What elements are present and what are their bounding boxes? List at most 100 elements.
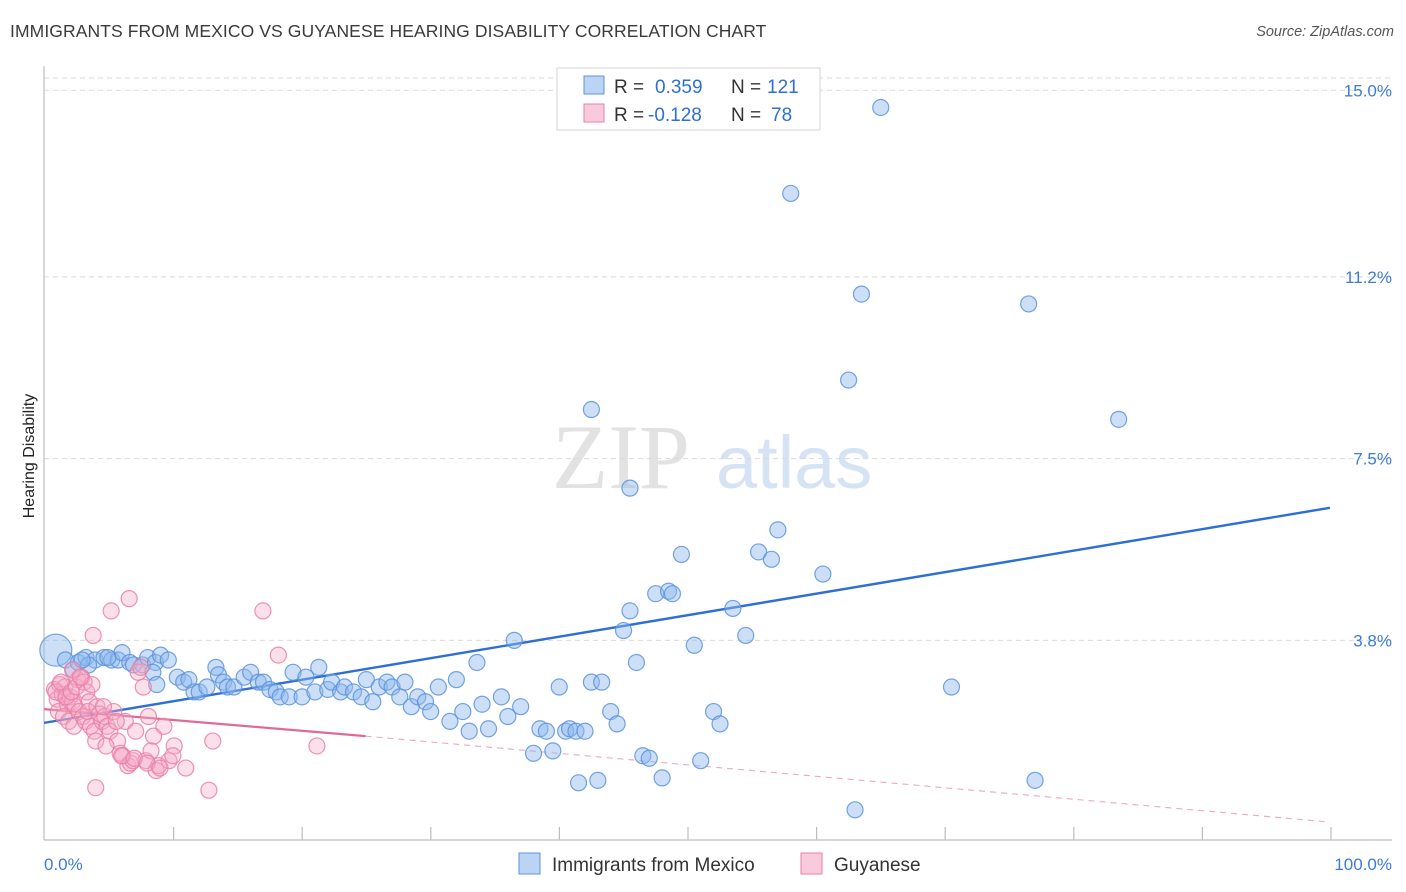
guyanese-point xyxy=(134,678,152,696)
mexico-point xyxy=(614,621,633,640)
mexico-point xyxy=(447,671,465,689)
mexico-point xyxy=(429,678,447,696)
mexico-point xyxy=(762,550,781,568)
mexico-point xyxy=(293,688,311,706)
mexico-point xyxy=(297,668,315,686)
mexico-point xyxy=(653,769,671,787)
mexico-point xyxy=(672,545,691,564)
guyanese-point xyxy=(107,712,125,731)
mexico-point xyxy=(454,702,472,721)
mexico-point xyxy=(39,633,73,667)
mexico-point xyxy=(422,702,440,721)
guyanese-point xyxy=(120,590,138,608)
mexico-point xyxy=(576,722,594,740)
guyanese-point xyxy=(94,698,113,716)
mexico-point xyxy=(814,565,832,583)
guyanese-point xyxy=(126,722,145,740)
chart-title: IMMIGRANTS FROM MEXICO VS GUYANESE HEARI… xyxy=(10,21,767,41)
mexico-point xyxy=(185,683,203,701)
mexico-point xyxy=(306,683,324,701)
mexico-point xyxy=(335,678,354,696)
stats-legend: R = 0.359 N = 121 R = -0.128 N = 78 xyxy=(556,67,821,131)
y-axis-label: Hearing Disability xyxy=(21,394,38,519)
legend-r-label-1: R = xyxy=(614,77,644,98)
y-tick-label: 3.8% xyxy=(1353,631,1392,650)
series-legend-swatch-pink xyxy=(800,852,823,875)
guyanese-point xyxy=(125,749,143,767)
mexico-point xyxy=(468,653,486,672)
mexico-point xyxy=(499,707,517,726)
mexico-point xyxy=(396,673,414,691)
mexico-point xyxy=(846,801,864,819)
mexico-trend-line xyxy=(43,506,1331,725)
mexico-point xyxy=(872,98,890,117)
mexico-point xyxy=(782,184,800,203)
mexico-point xyxy=(942,678,961,696)
legend-n-value-2: 78 xyxy=(771,105,792,126)
axis-layer: 3.8% 7.5% 11.2% 15.0% 0.0% 100.0% xyxy=(43,66,1392,874)
mexico-point xyxy=(524,744,543,762)
legend-r-label-2: R = xyxy=(614,105,644,126)
guyanese-point xyxy=(87,732,105,750)
legend-swatch-pink xyxy=(583,103,605,123)
mexico-point xyxy=(840,371,858,389)
mexico-point xyxy=(537,722,555,740)
mexico-point xyxy=(711,715,729,733)
series-legend-swatch-blue xyxy=(518,852,541,875)
mexico-point xyxy=(357,671,375,689)
mexico-point xyxy=(460,722,478,740)
x-tick-label: 100.0% xyxy=(1334,855,1392,874)
guyanese-point xyxy=(164,747,182,765)
mexico-point xyxy=(1110,410,1128,428)
series-legend-label-guyanese: Guyanese xyxy=(834,855,921,876)
guyanese-point xyxy=(132,658,150,676)
mexico-point xyxy=(737,626,755,645)
legend-n-label-2: N = xyxy=(731,105,761,126)
mexico-point xyxy=(569,774,588,792)
mexico-point xyxy=(310,658,328,676)
mexico-point xyxy=(364,693,382,711)
mexico-point xyxy=(724,599,742,618)
mexico-point xyxy=(582,400,601,419)
guyanese-point xyxy=(105,702,123,721)
legend-n-value-1: 121 xyxy=(767,77,799,98)
mexico-point xyxy=(271,688,289,706)
guyanese-point xyxy=(151,759,169,777)
mexico-point xyxy=(640,749,658,767)
mexico-point xyxy=(441,712,459,731)
mexico-point xyxy=(1020,295,1038,313)
guyanese-point xyxy=(200,781,218,799)
mexico-point xyxy=(505,631,523,649)
mexico-point xyxy=(593,673,611,691)
guyanese-point xyxy=(98,717,116,735)
guyanese-point xyxy=(97,737,115,755)
guyanese-point xyxy=(269,646,287,664)
points-layer xyxy=(39,98,1128,819)
x-tick-label: 0.0% xyxy=(44,855,83,874)
mexico-point xyxy=(218,678,237,696)
legend-r-value-2: -0.128 xyxy=(648,105,702,126)
guyanese-point xyxy=(308,737,326,755)
y-tick-label: 11.2% xyxy=(1345,268,1392,287)
mexico-point xyxy=(280,688,298,706)
mexico-point xyxy=(608,715,626,733)
legend-n-label-1: N = xyxy=(731,77,761,98)
guyanese-point xyxy=(102,602,120,620)
y-tick-label: 15.0% xyxy=(1344,81,1392,100)
guyanese-point xyxy=(155,717,173,735)
mexico-point xyxy=(492,688,510,706)
grid-layer xyxy=(44,77,1392,641)
guyanese-point xyxy=(87,779,105,797)
chart-source: Source: ZipAtlas.com xyxy=(1256,24,1394,40)
mexico-point xyxy=(512,698,530,716)
series-legend-label-mexico: Immigrants from Mexico xyxy=(552,855,755,876)
mexico-point xyxy=(1026,771,1044,789)
guyanese-point xyxy=(71,668,89,686)
mexico-point xyxy=(148,675,166,694)
guyanese-point xyxy=(254,602,272,620)
mexico-point xyxy=(284,663,302,681)
mexico-point xyxy=(550,678,568,696)
legend-r-value-1: 0.359 xyxy=(655,77,703,98)
mexico-point xyxy=(589,771,607,789)
